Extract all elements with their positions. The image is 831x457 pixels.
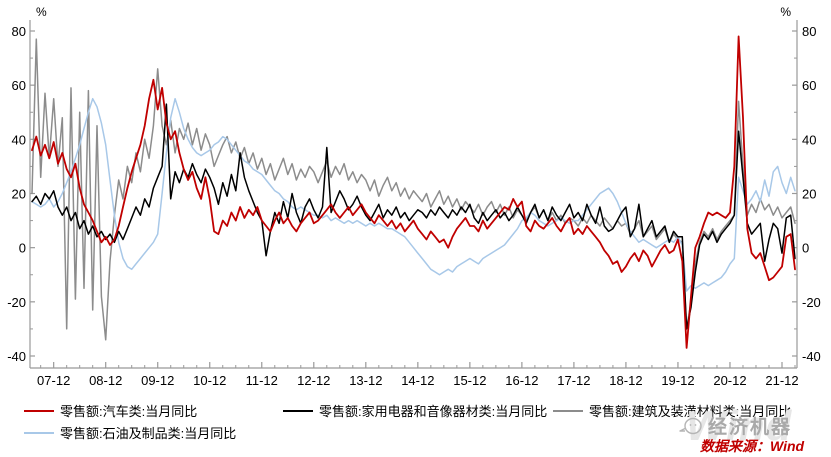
- y-unit-right: %: [780, 5, 791, 19]
- y-axis-label-right: 60: [802, 78, 816, 93]
- y-unit-left: %: [36, 5, 47, 19]
- legend-swatch-petroleum: [24, 431, 54, 434]
- y-axis-label-right: 40: [802, 132, 816, 147]
- legend-swatch-building: [553, 409, 583, 412]
- x-axis-label: 14-12: [401, 373, 434, 388]
- x-axis-label: 21-12: [765, 373, 798, 388]
- y-axis-label-left: 20: [12, 187, 26, 202]
- y-axis-label-left: 60: [12, 78, 26, 93]
- x-axis-label: 08-12: [89, 373, 122, 388]
- x-axis-label: 19-12: [661, 373, 694, 388]
- legend-item-building: 零售额:建筑及装潢材料类:当月同比: [553, 401, 791, 420]
- y-axis-label-left: 80: [12, 24, 26, 39]
- legend-label-petroleum: 零售额:石油及制品类:当月同比: [60, 426, 237, 441]
- x-axis-label: 12-12: [297, 373, 330, 388]
- legend-label-appliances: 零售额:家用电器和音像器材类:当月同比: [319, 404, 548, 419]
- x-axis-label: 20-12: [713, 373, 746, 388]
- legend-swatch-auto: [24, 409, 54, 412]
- legend-label-building: 零售额:建筑及装潢材料类:当月同比: [589, 404, 792, 419]
- x-axis-label: 07-12: [37, 373, 70, 388]
- brand-logo-icon: [679, 417, 702, 434]
- y-axis-label-right: -40: [802, 349, 821, 364]
- x-axis-label: 17-12: [557, 373, 590, 388]
- y-axis-label-left: -20: [7, 295, 26, 310]
- legend-label-auto: 零售额:汽车类:当月同比: [60, 404, 198, 419]
- x-axis-label: 16-12: [505, 373, 538, 388]
- y-axis-label-right: -20: [802, 295, 821, 310]
- x-axis-label: 15-12: [453, 373, 486, 388]
- y-axis-label-right: 80: [802, 24, 816, 39]
- legend-item-appliances: 零售额:家用电器和音像器材类:当月同比: [283, 401, 547, 420]
- data-source-label: 数据来源：Wind: [700, 438, 805, 454]
- brand-watermark: 经济机器: [678, 412, 792, 439]
- series-line-1: [31, 103, 796, 330]
- series-line-3: [31, 97, 796, 292]
- series-line-0: [31, 35, 796, 349]
- x-axis-label: 18-12: [609, 373, 642, 388]
- series-line-2: [31, 38, 796, 341]
- legend-item-auto: 零售额:汽车类:当月同比: [24, 401, 197, 420]
- y-axis-label-left: 0: [19, 241, 26, 256]
- legend-swatch-appliances: [283, 409, 313, 412]
- wind-background-watermark: Wind: [686, 402, 793, 449]
- y-axis-label-left: -40: [7, 349, 26, 364]
- x-axis-label: 13-12: [349, 373, 382, 388]
- brand-watermark-text: 经济机器: [708, 417, 793, 438]
- y-axis-label-left: 40: [12, 132, 26, 147]
- line-chart: 80 80 60 60 40 40 20 20 0 0 -20 -20 -40 -40% % 07-12 08-…: [7, 5, 821, 388]
- y-axis-label-right: 20: [802, 187, 816, 202]
- y-axis-label-right: 0: [802, 241, 809, 256]
- x-axis-label: 10-12: [193, 373, 226, 388]
- legend-item-petroleum: 零售额:石油及制品类:当月同比: [24, 423, 236, 442]
- x-axis-label: 11-12: [246, 373, 278, 388]
- x-axis-label: 09-12: [141, 373, 174, 388]
